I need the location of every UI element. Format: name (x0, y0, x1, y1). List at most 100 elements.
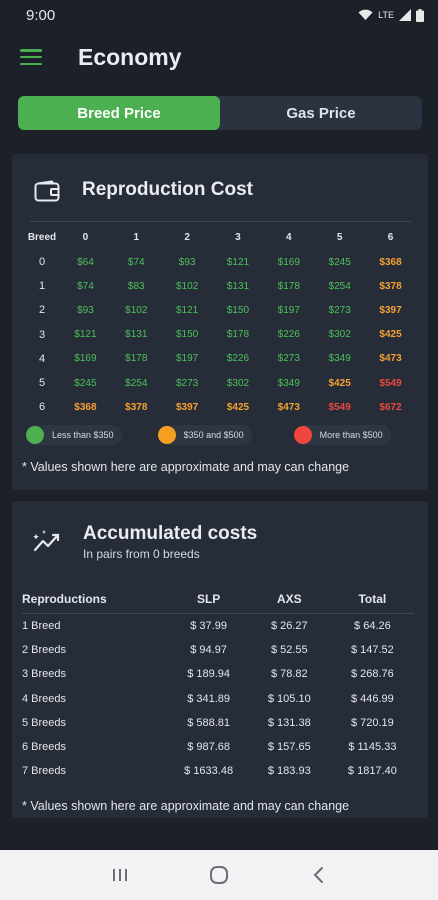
table-header-row: Breed 0 1 2 3 4 5 6 (24, 224, 416, 250)
cost-cell: $425 (379, 329, 402, 341)
column-header-3: 3 (235, 231, 241, 243)
cost-cell: $197 (277, 304, 300, 316)
legend-item-high: More than $500 (293, 425, 391, 446)
axs-cell: $ 183.93 (267, 765, 311, 778)
reproductions-cell: 3 Breeds (22, 668, 67, 681)
slp-cell: $ 588.81 (187, 716, 231, 729)
accumulated-costs-card: Accumulated costs In pairs from 0 breeds… (12, 501, 428, 818)
cost-cell: $93 (178, 256, 196, 268)
reproductions-cell: 6 Breeds (22, 741, 67, 754)
signal-icon (399, 9, 411, 21)
table-row: 6 $368 $378 $397 $425 $473 $549 $672 (24, 395, 416, 419)
battery-icon (416, 8, 424, 22)
reproductions-cell: 7 Breeds (22, 765, 67, 778)
back-icon[interactable] (298, 855, 338, 895)
cost-cell: $368 (74, 401, 97, 413)
status-time: 9:00 (26, 6, 56, 24)
hamburger-menu-icon[interactable] (20, 49, 42, 65)
cost-cell: $74 (127, 256, 145, 268)
cost-cell: $121 (226, 256, 250, 268)
approximate-values-note: * Values shown here are approximate and … (22, 460, 350, 475)
slp-cell: $ 1633.48 (184, 765, 234, 778)
network-type: LTE (378, 10, 394, 20)
cost-cell: $368 (379, 256, 402, 268)
table-row: 0 $64 $74 $93 $121 $169 $245 $368 (24, 250, 416, 274)
wifi-icon (358, 9, 373, 20)
trending-chart-icon (33, 530, 60, 552)
cost-cell: $254 (125, 377, 148, 389)
column-header-reproductions: Reproductions (22, 592, 107, 606)
cost-cell: $549 (328, 401, 351, 413)
cost-cell: $178 (226, 329, 250, 341)
legend-item-mid: $350 and $500 (157, 425, 252, 446)
cost-cell: $425 (328, 377, 351, 389)
table-row: 2 Breeds $ 94.97 $ 52.55 $ 147.52 (22, 638, 414, 662)
reproduction-cost-card: Reproduction Cost Breed 0 1 2 3 4 5 6 0 $64 $74 $9… (12, 154, 428, 490)
table-row: 2 $93 $102 $121 $150 $197 $273 $397 (24, 298, 416, 322)
wallet-icon (34, 180, 60, 202)
cost-cell: $226 (226, 353, 250, 365)
home-icon[interactable] (199, 855, 239, 895)
cost-cell: $102 (175, 280, 199, 292)
column-header-0: 0 (82, 231, 89, 243)
table-row: 1 Breed $ 37.99 $ 26.27 $ 64.26 (22, 614, 414, 638)
row-header: 5 (38, 377, 46, 390)
column-header-4: 4 (286, 231, 292, 243)
cost-cell: $121 (74, 329, 97, 341)
cost-cell: $197 (175, 353, 199, 365)
column-header-slp: SLP (196, 592, 221, 606)
cost-cell: $121 (175, 304, 199, 316)
row-header: 1 (38, 280, 46, 293)
table-row: 7 Breeds $ 1633.48 $ 183.93 $ 1817.40 (22, 759, 414, 783)
cost-cell: $349 (328, 353, 351, 365)
cost-cell: $425 (226, 401, 250, 413)
legend-item-low: Less than $350 (26, 425, 122, 446)
cost-cell: $302 (226, 377, 250, 389)
accumulated-costs-table: Reproductions SLP AXS Total 1 Breed $ 37.… (22, 585, 414, 783)
total-cell: $ 1145.33 (348, 741, 397, 754)
total-cell: $ 446.99 (350, 692, 394, 705)
tab-breed-price[interactable]: Breed Price (18, 96, 220, 130)
cost-cell: $302 (328, 329, 351, 341)
total-cell: $ 1817.40 (347, 765, 397, 778)
cost-cell: $131 (226, 280, 250, 292)
slp-cell: $ 37.99 (190, 620, 227, 633)
reproduction-cost-header: Reproduction Cost (12, 154, 428, 214)
total-cell: $ 268.76 (350, 668, 394, 681)
cost-cell: $273 (175, 377, 199, 389)
accumulated-costs-subtitle: In pairs from 0 breeds (83, 547, 200, 561)
table-row: 5 $245 $254 $273 $302 $349 $425 $549 (24, 371, 416, 395)
axs-cell: $ 157.65 (267, 741, 311, 754)
axs-cell: $ 78.82 (270, 668, 308, 681)
cost-cell: $226 (277, 329, 300, 341)
reproductions-cell: 1 Breed (22, 620, 61, 633)
app-bar: Economy (0, 30, 438, 84)
status-icons: LTE (358, 8, 424, 22)
total-cell: $ 720.19 (350, 716, 394, 729)
cost-cell: $254 (328, 280, 351, 292)
cost-cell: $93 (77, 304, 94, 316)
reproductions-cell: 5 Breeds (22, 716, 67, 729)
cost-cell: $397 (175, 401, 199, 413)
cost-cell: $178 (125, 353, 148, 365)
cost-cell: $349 (277, 377, 300, 389)
recents-icon[interactable] (100, 855, 140, 895)
cost-cell: $473 (277, 401, 300, 413)
cost-cell: $150 (226, 304, 250, 316)
cost-cell: $150 (175, 329, 199, 341)
cost-cell: $273 (328, 304, 351, 316)
axs-cell: $ 52.55 (270, 644, 308, 657)
cost-cell: $64 (77, 256, 94, 268)
approximate-values-note: * Values shown here are approximate and … (22, 799, 350, 814)
reproductions-cell: 4 Breeds (22, 692, 67, 705)
accumulated-costs-header: Accumulated costs In pairs from 0 breeds (12, 501, 428, 561)
legend-dot-orange (157, 426, 176, 445)
cost-cell: $74 (77, 280, 94, 292)
reproductions-cell: 2 Breeds (22, 644, 67, 657)
column-header-1: 1 (133, 231, 140, 243)
legend-dot-green (26, 426, 44, 445)
cost-cell: $378 (379, 280, 402, 292)
tab-gas-price[interactable]: Gas Price (286, 104, 356, 122)
slp-cell: $ 189.94 (187, 668, 231, 681)
cost-cell: $672 (379, 401, 402, 413)
